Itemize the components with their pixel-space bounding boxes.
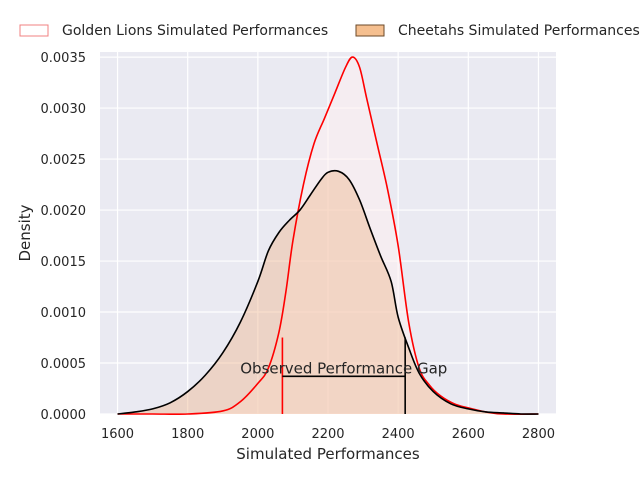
legend-swatch-golden-lions	[19, 24, 49, 37]
x-tick-label: 1600	[101, 427, 134, 442]
y-tick-label: 0.0030	[41, 102, 87, 117]
legend-label-cheetahs: Cheetahs Simulated Performances	[398, 23, 640, 39]
y-tick-label: 0.0000	[41, 408, 87, 423]
y-tick-label: 0.0010	[41, 306, 87, 321]
density-lines	[117, 56, 539, 416]
legend: Golden Lions Simulated Performances Chee…	[19, 23, 640, 39]
x-tick-label: 2400	[382, 427, 415, 442]
x-tick-label: 2800	[522, 427, 555, 442]
x-tick-labels: 1600 1800 2000 2200 2400 2600 2800	[101, 427, 555, 442]
x-tick-label: 1800	[171, 427, 204, 442]
density-fill-golden-lions	[117, 57, 539, 415]
gap-annotation-text: Observed Performance Gap	[240, 359, 447, 377]
x-tick-label: 2600	[452, 427, 485, 442]
density-line-golden-lions	[117, 56, 539, 416]
annotations: Observed Performance Gap	[240, 337, 447, 414]
legend-label-golden-lions: Golden Lions Simulated Performances	[62, 23, 328, 39]
y-tick-label: 0.0035	[41, 51, 87, 66]
x-tick-label: 2000	[241, 427, 274, 442]
legend-swatch-cheetahs	[355, 24, 385, 37]
y-tick-label: 0.0015	[41, 255, 87, 270]
x-axis-label: Simulated Performances	[236, 445, 420, 463]
y-tick-label: 0.0025	[41, 153, 87, 168]
y-tick-label: 0.0020	[41, 204, 87, 219]
y-axis-label: Density	[16, 204, 34, 261]
density-line-cheetahs	[117, 169, 539, 415]
y-tick-label: 0.0005	[41, 357, 87, 372]
y-tick-labels: 0.0000 0.0005 0.0010 0.0015 0.0020 0.0025 0.00…	[41, 51, 87, 423]
x-tick-label: 2200	[311, 427, 344, 442]
